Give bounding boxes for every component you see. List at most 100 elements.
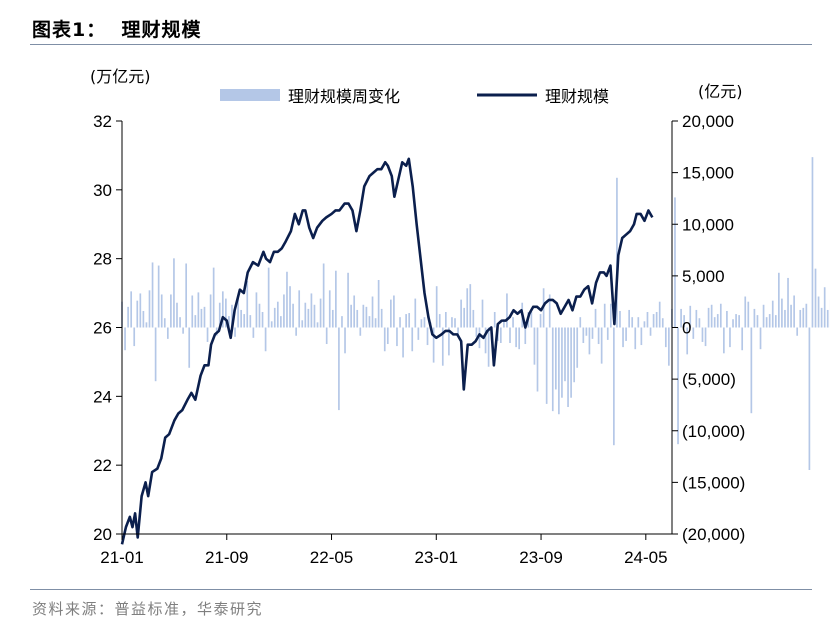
bar: [637, 317, 640, 328]
bar: [548, 294, 551, 328]
bar: [582, 327, 585, 343]
bar: [359, 327, 362, 336]
bar: [405, 314, 407, 328]
bar: [307, 308, 310, 328]
bar: [668, 327, 670, 366]
bar: [374, 318, 377, 328]
bar: [234, 327, 236, 337]
bar: [744, 296, 747, 328]
bar: [802, 307, 805, 328]
bar: [524, 327, 527, 345]
right-tick-label: (20,000): [682, 525, 745, 544]
bar: [148, 290, 151, 328]
bar: [316, 322, 319, 328]
bar: [530, 312, 533, 328]
bar: [707, 307, 710, 328]
bar: [499, 327, 502, 343]
bar: [723, 327, 725, 354]
bar: [554, 327, 557, 390]
bar: [454, 318, 456, 328]
bar: [677, 327, 679, 445]
bar: [622, 327, 624, 348]
bar: [719, 303, 722, 328]
bar: [649, 327, 652, 336]
bar: [166, 327, 169, 339]
bar: [365, 306, 368, 328]
bar: [591, 327, 594, 339]
bar: [243, 314, 246, 328]
bar: [594, 308, 597, 328]
bar: [267, 267, 270, 328]
bar: [634, 327, 637, 350]
bar: [811, 157, 814, 328]
bar: [698, 318, 701, 328]
left-axis-unit: (万亿元): [90, 67, 151, 86]
bar: [551, 327, 554, 412]
bar: [264, 327, 267, 352]
bar: [683, 315, 685, 328]
bar: [689, 305, 692, 328]
bar: [335, 270, 337, 328]
bar: [564, 327, 566, 382]
bar-series: [121, 157, 830, 470]
bar: [402, 327, 404, 358]
bar: [298, 290, 301, 328]
bar: [475, 327, 478, 337]
bar: [735, 314, 737, 328]
bar: [313, 304, 316, 328]
bar: [460, 299, 462, 328]
bar: [399, 317, 401, 328]
bar: [255, 292, 258, 328]
bar: [325, 327, 328, 345]
bar: [377, 280, 380, 328]
bar: [280, 316, 282, 328]
axes: 20 22 24 26 28 30 32 (20,000) (15,000) (10,000) (5…: [93, 112, 745, 567]
bar: [643, 321, 646, 328]
bar: [774, 315, 777, 328]
bar: [451, 317, 453, 328]
bar: [478, 327, 481, 349]
bar: [646, 312, 649, 328]
bar: [203, 306, 206, 328]
legend-line-label: 理财规模: [545, 87, 609, 106]
bar: [484, 327, 487, 354]
bar: [603, 303, 606, 328]
bar: [383, 327, 386, 352]
bar: [353, 295, 356, 328]
bar: [206, 327, 209, 342]
bar: [188, 327, 191, 368]
bar: [600, 327, 603, 364]
bar: [283, 294, 285, 328]
bar: [493, 312, 496, 328]
bar: [218, 302, 221, 328]
bar: [139, 293, 142, 328]
x-tick-label: 23-09: [519, 548, 562, 567]
legend: 理财规模周变化 理财规模: [220, 87, 609, 106]
bar: [640, 327, 643, 346]
bar: [781, 298, 783, 328]
bar: [686, 327, 689, 355]
bar: [738, 315, 740, 328]
bar: [390, 299, 392, 328]
x-tick-label: 21-09: [205, 548, 248, 567]
bar: [732, 319, 734, 328]
bar: [768, 314, 771, 328]
bar: [252, 327, 255, 338]
bar: [341, 316, 343, 328]
bar: [561, 327, 563, 398]
bar: [200, 308, 203, 328]
bar: [301, 320, 304, 328]
bar: [142, 310, 145, 328]
bar: [726, 310, 728, 328]
bar: [784, 309, 786, 328]
bar: [304, 302, 307, 328]
bar: [585, 327, 588, 336]
bar: [820, 307, 823, 328]
bar: [658, 301, 661, 328]
bar: [173, 258, 175, 328]
bar: [435, 286, 438, 328]
bar: [127, 306, 129, 328]
bar: [466, 288, 469, 328]
bar: [414, 298, 417, 328]
bar: [509, 327, 511, 343]
